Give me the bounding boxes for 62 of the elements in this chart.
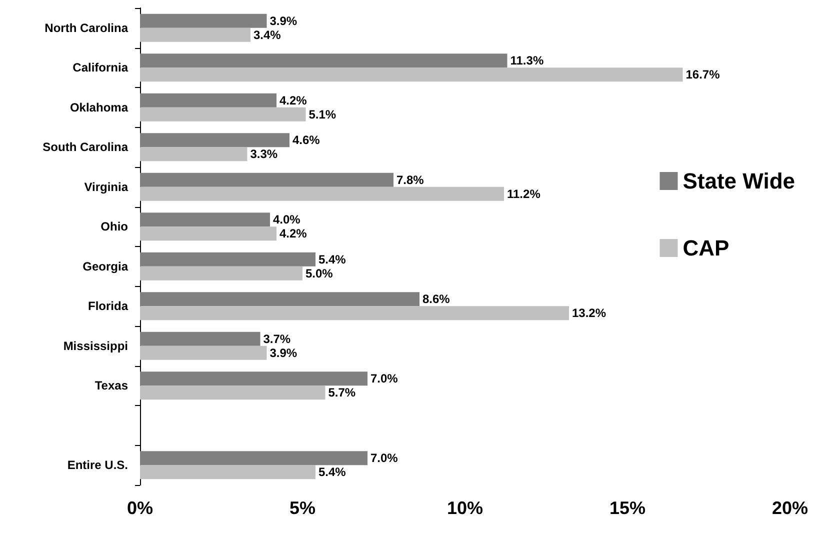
x-tick-label: 10% [446, 498, 484, 518]
data-label: 4.2% [280, 226, 308, 241]
data-label: 3.9% [270, 14, 298, 28]
data-label: 8.6% [422, 292, 450, 306]
bar [140, 226, 276, 241]
y-tick-label: Florida [88, 299, 128, 314]
data-label: 3.7% [263, 332, 291, 346]
y-tick-label: Georgia [82, 259, 128, 274]
data-label: 4.2% [280, 93, 308, 108]
bar [140, 54, 508, 68]
bar [140, 332, 260, 346]
bar [140, 306, 569, 320]
data-label: 5.1% [308, 107, 336, 122]
bar [140, 68, 683, 82]
y-tick-label: California [72, 60, 128, 75]
y-tick-label: Ohio [100, 220, 128, 234]
bar [140, 172, 394, 187]
bar [140, 186, 504, 201]
data-label: 3.9% [270, 346, 298, 360]
bar [140, 465, 316, 480]
data-label: 5.0% [306, 266, 334, 280]
data-label: 13.2% [572, 306, 606, 320]
y-tick-label: Oklahoma [70, 100, 128, 114]
data-label: 11.3% [510, 54, 544, 68]
x-tick-label: 0% [126, 498, 154, 518]
data-label: 5.7% [328, 386, 356, 400]
y-tick-label: Entire U.S. [67, 458, 128, 472]
bar [140, 346, 267, 360]
data-label: 16.7% [686, 68, 720, 82]
bar [140, 386, 326, 400]
bar [140, 133, 290, 148]
bar [140, 147, 248, 162]
bar [140, 451, 368, 466]
legend-label: CAP [682, 236, 730, 260]
data-label: 3.3% [250, 147, 278, 162]
data-label: 5.4% [318, 252, 346, 266]
data-label: 7.8% [396, 172, 424, 187]
x-tick-label: 5% [289, 498, 316, 518]
bar [140, 212, 270, 227]
x-tick-label: 20% [772, 498, 808, 518]
data-label: 7.0% [370, 451, 398, 466]
y-tick-label: Mississippi [63, 338, 128, 353]
data-label: 4.6% [292, 133, 320, 148]
data-label: 3.4% [254, 28, 282, 42]
bar [140, 107, 306, 122]
data-label: 4.0% [273, 212, 301, 227]
data-label: 7.0% [370, 372, 398, 386]
x-tick-label: 15% [609, 498, 646, 518]
y-tick-label: South Carolina [42, 140, 128, 154]
y-tick-label: North Carolina [44, 20, 128, 35]
legend-label: State Wide [682, 168, 796, 194]
bar [140, 93, 276, 108]
bar [140, 266, 302, 280]
bar [140, 372, 368, 386]
bar [140, 292, 420, 306]
bar [140, 14, 267, 28]
bar [140, 252, 316, 266]
data-label: 5.4% [318, 465, 346, 480]
bar [140, 28, 250, 42]
y-tick-label: Virginia [84, 180, 128, 194]
data-label: 11.2% [507, 186, 541, 201]
y-tick-label: Texas [94, 378, 128, 393]
